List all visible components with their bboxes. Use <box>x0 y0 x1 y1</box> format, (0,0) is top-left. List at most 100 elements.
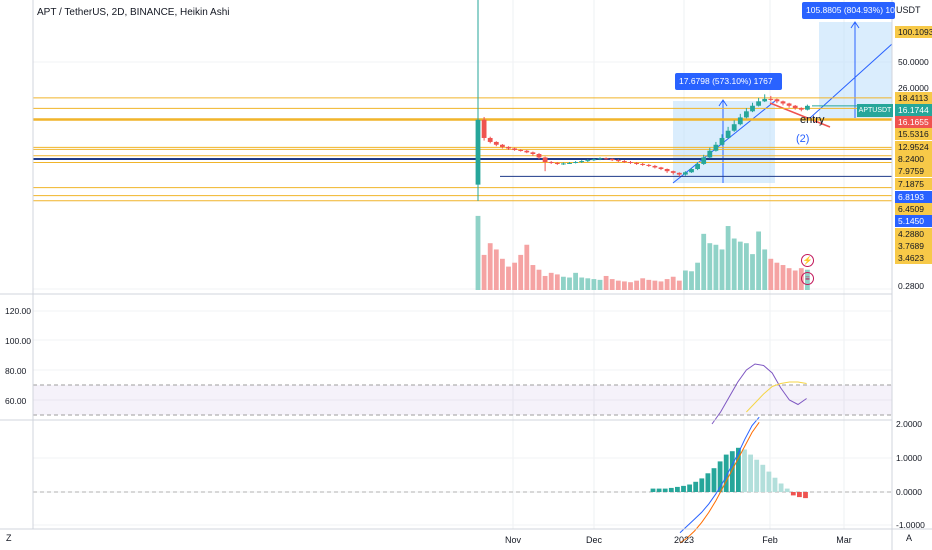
volume-bar <box>658 281 664 290</box>
candle-body <box>762 98 768 102</box>
price-tag: 16.1655 <box>895 116 932 128</box>
macd-histogram-bar <box>656 488 662 492</box>
price-unit-label: USDT <box>896 5 921 15</box>
volume-bar <box>768 258 774 290</box>
macd-histogram-bar <box>650 488 656 492</box>
price-tag: 7.1875 <box>895 178 932 190</box>
volume-bar <box>664 279 670 290</box>
macd-histogram-bar <box>693 481 699 492</box>
candle-body <box>561 163 566 165</box>
candle-body <box>713 144 719 151</box>
candle-body <box>707 150 713 158</box>
volume-bar <box>683 270 688 290</box>
macd-histogram-bar <box>754 459 760 492</box>
volume-bar <box>676 280 682 290</box>
volume-bar <box>792 270 798 290</box>
candle-body <box>554 162 560 164</box>
candle-body <box>786 103 792 106</box>
candle-body <box>622 161 627 163</box>
macd-histogram-bar <box>729 451 735 492</box>
volume-bar <box>493 249 499 290</box>
volume-bar <box>487 243 493 290</box>
candle-body <box>640 163 646 165</box>
volume-bar <box>591 279 597 290</box>
candle-body <box>524 150 530 153</box>
volume-bar <box>634 280 639 290</box>
candle-body <box>481 119 487 138</box>
time-axis-label: 2023 <box>673 535 695 545</box>
macd-histogram-bar <box>687 484 692 492</box>
measure-label-2: 105.8805 (804.93%) 10588 <box>802 2 895 19</box>
rsi-axis-tick: 80.00 <box>5 366 27 376</box>
macd-histogram-bar <box>760 464 766 492</box>
time-axis-label: Mar <box>836 535 852 545</box>
time-axis-label: Dec <box>585 535 603 545</box>
time-axis-label: Feb <box>762 535 778 545</box>
price-tag: 8.2400 <box>895 153 932 165</box>
price-tag: 3.7689 <box>895 240 932 252</box>
macd-histogram-bar <box>797 492 802 498</box>
measure-label-1: 17.6798 (573.10%) 1767 <box>675 73 782 90</box>
volume-bar <box>597 279 603 290</box>
chart-title: APT / TetherUS, 2D, BINANCE, Heikin Ashi <box>37 7 230 18</box>
candle-body <box>634 162 639 164</box>
macd-histogram-bar <box>736 447 741 492</box>
macd-histogram-bar <box>723 454 729 492</box>
candle-body <box>737 117 743 125</box>
volume-bar <box>628 282 633 290</box>
candle-body <box>792 105 798 109</box>
candle-body <box>695 163 700 170</box>
candle-body <box>475 119 481 185</box>
volume-bar <box>670 276 676 290</box>
rsi-band <box>33 385 892 415</box>
volume-bar <box>530 265 536 290</box>
volume-bar <box>774 262 780 290</box>
rsi-axis-tick: 100.00 <box>5 336 31 346</box>
macd-histogram-bar <box>711 468 717 492</box>
volume-bar <box>567 277 572 290</box>
timezone-button[interactable]: Z <box>6 533 12 543</box>
candle-body <box>689 169 694 173</box>
volume-bar <box>750 254 755 290</box>
candle-body <box>731 124 737 131</box>
candle-body <box>670 171 676 173</box>
candle-body <box>542 157 548 162</box>
candle-body <box>573 161 578 163</box>
price-axis-tick: 0.2800 <box>898 281 924 291</box>
price-tag: 4.2880 <box>895 228 932 240</box>
volume-bar <box>615 280 621 290</box>
volume-bar <box>744 243 749 290</box>
candle-body <box>683 172 688 175</box>
macd-histogram-bar <box>772 477 778 492</box>
volume-bar <box>542 275 548 290</box>
candle-body <box>664 169 670 172</box>
volume-bar <box>548 272 554 290</box>
macd-histogram-bar <box>717 461 723 492</box>
measure-arrowhead-2 <box>850 21 860 29</box>
volume-bar <box>713 244 719 290</box>
candle-body <box>780 101 786 104</box>
candle-body <box>567 162 572 164</box>
macd-histogram-bar <box>784 488 790 492</box>
macd-histogram-bar <box>742 449 747 492</box>
lightning-icon[interactable]: ⚡ <box>801 254 814 267</box>
volume-bar <box>475 215 481 290</box>
candle-body <box>530 152 536 155</box>
price-tag: 3.4623 <box>895 252 932 264</box>
price-axis-tick: 50.0000 <box>898 57 929 67</box>
volume-bar <box>609 279 615 290</box>
candle-body <box>609 158 615 161</box>
candle-body <box>652 165 658 168</box>
candle-body <box>768 98 774 100</box>
volume-bar <box>640 278 646 290</box>
time-axis-label: Nov <box>504 535 522 545</box>
volume-bar <box>719 249 725 290</box>
candle-body <box>774 99 780 102</box>
us-flag-icon[interactable]: ≡ <box>801 272 814 285</box>
candle-body <box>585 160 591 162</box>
macd-histogram-bar <box>675 486 680 492</box>
macd-histogram-bar <box>766 471 772 492</box>
auto-scale-button[interactable]: A <box>906 533 913 543</box>
macd-axis-tick: 1.0000 <box>896 453 922 463</box>
